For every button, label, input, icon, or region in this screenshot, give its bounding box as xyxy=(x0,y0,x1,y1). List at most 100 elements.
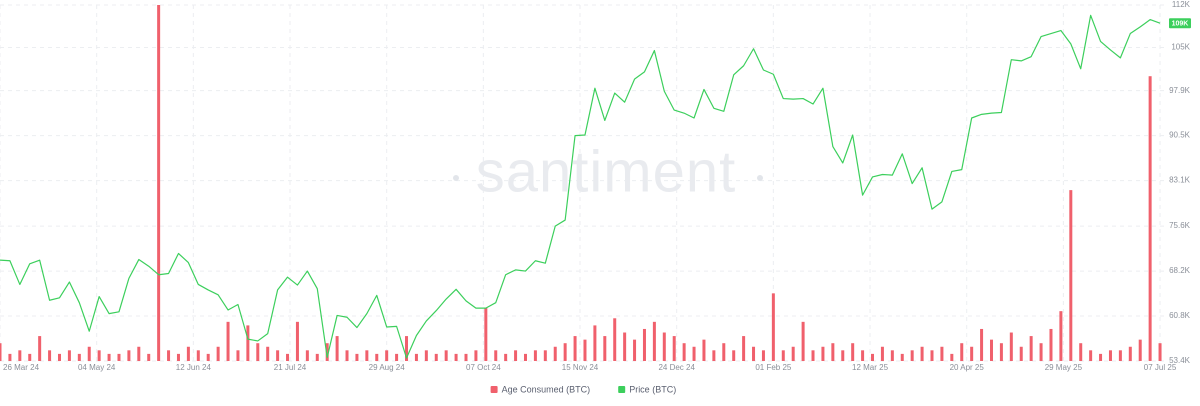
bar xyxy=(276,350,280,361)
bar xyxy=(672,336,676,361)
x-tick-label: 29 May 25 xyxy=(1045,363,1083,372)
bar xyxy=(246,325,250,361)
bar xyxy=(48,350,52,361)
bar xyxy=(1049,328,1053,361)
bar xyxy=(216,346,220,361)
y-tick-label: 83.1K xyxy=(1169,176,1191,185)
bar xyxy=(464,353,468,361)
bar xyxy=(662,332,666,361)
x-tick-label: 15 Nov 24 xyxy=(562,363,599,372)
x-tick-label: 04 May 24 xyxy=(78,363,116,372)
watermark: santiment xyxy=(476,139,736,204)
x-tick-label: 07 Jul 25 xyxy=(1144,363,1177,372)
bar xyxy=(801,321,805,361)
legend-swatch xyxy=(618,386,626,393)
bar xyxy=(732,350,736,361)
bar xyxy=(206,353,210,361)
last-value-label: 109K xyxy=(1172,21,1189,28)
x-tick-label: 07 Oct 24 xyxy=(466,363,501,372)
bar xyxy=(295,321,299,361)
bar xyxy=(395,353,399,361)
price-line xyxy=(0,14,1161,359)
bar xyxy=(1029,336,1033,361)
bar xyxy=(355,353,359,361)
bar xyxy=(38,336,42,361)
y-tick-label: 97.9K xyxy=(1169,86,1191,95)
bar xyxy=(1108,350,1112,361)
bar xyxy=(286,353,290,361)
bar xyxy=(1069,190,1073,361)
x-tick-label: 01 Feb 25 xyxy=(755,363,792,372)
bar xyxy=(722,343,726,361)
plot xyxy=(0,5,1162,361)
bar xyxy=(871,353,875,361)
bar xyxy=(514,350,518,361)
bar xyxy=(176,353,180,361)
legend-label: Age Consumed (BTC) xyxy=(502,384,591,394)
watermark-dot xyxy=(453,175,459,181)
bar xyxy=(127,350,131,361)
bar xyxy=(97,350,101,361)
bar xyxy=(315,353,319,361)
bar xyxy=(454,353,458,361)
bar xyxy=(345,350,349,361)
bar xyxy=(0,343,2,361)
y-tick-label: 90.5K xyxy=(1169,131,1191,140)
legend-swatch xyxy=(490,386,498,393)
bar xyxy=(157,5,161,361)
bar xyxy=(365,350,369,361)
bar xyxy=(1009,332,1013,361)
grid xyxy=(0,4,1165,362)
bar xyxy=(642,328,646,361)
bar xyxy=(87,346,91,361)
y-tick-label: 68.2K xyxy=(1169,266,1191,275)
bar xyxy=(603,336,607,361)
y-tick-label: 60.8K xyxy=(1169,311,1191,320)
bar xyxy=(702,339,706,361)
bar xyxy=(841,350,845,361)
bar xyxy=(999,343,1003,361)
bar xyxy=(960,343,964,361)
bar xyxy=(940,346,944,361)
bar xyxy=(970,346,974,361)
bar xyxy=(67,350,71,361)
bar xyxy=(18,350,22,361)
bar xyxy=(682,343,686,361)
legend: Age Consumed (BTC) Price (BTC) xyxy=(490,384,676,394)
y-tick-label: 53.4K xyxy=(1169,356,1191,365)
bar xyxy=(1099,353,1103,361)
x-tick-label: 12 Mar 25 xyxy=(852,363,889,372)
bar xyxy=(325,343,329,361)
bar xyxy=(613,318,617,361)
bar xyxy=(771,293,775,361)
last-value-badge xyxy=(1169,18,1191,29)
bar xyxy=(405,336,409,361)
bar xyxy=(484,307,488,361)
bar xyxy=(385,350,389,361)
bar xyxy=(196,350,200,361)
bar xyxy=(1039,343,1043,361)
bar xyxy=(811,350,815,361)
bar xyxy=(414,353,418,361)
bar xyxy=(523,353,527,361)
bar xyxy=(752,346,756,361)
bar xyxy=(57,353,61,361)
x-tick-label: 20 Apr 25 xyxy=(950,363,985,372)
bar xyxy=(861,350,865,361)
bar xyxy=(950,353,954,361)
x-tick-label: 12 Jun 24 xyxy=(176,363,212,372)
bar xyxy=(851,343,855,361)
bar xyxy=(692,346,696,361)
y-tick-label: 105K xyxy=(1171,43,1190,52)
bar xyxy=(890,350,894,361)
bar xyxy=(504,353,508,361)
x-tick-label: 26 Mar 24 xyxy=(3,363,40,372)
bar xyxy=(980,328,984,361)
bar xyxy=(533,350,537,361)
bar xyxy=(444,350,448,361)
y-tick-label: 75.6K xyxy=(1169,221,1191,230)
bar xyxy=(880,346,884,361)
bar xyxy=(256,343,260,361)
